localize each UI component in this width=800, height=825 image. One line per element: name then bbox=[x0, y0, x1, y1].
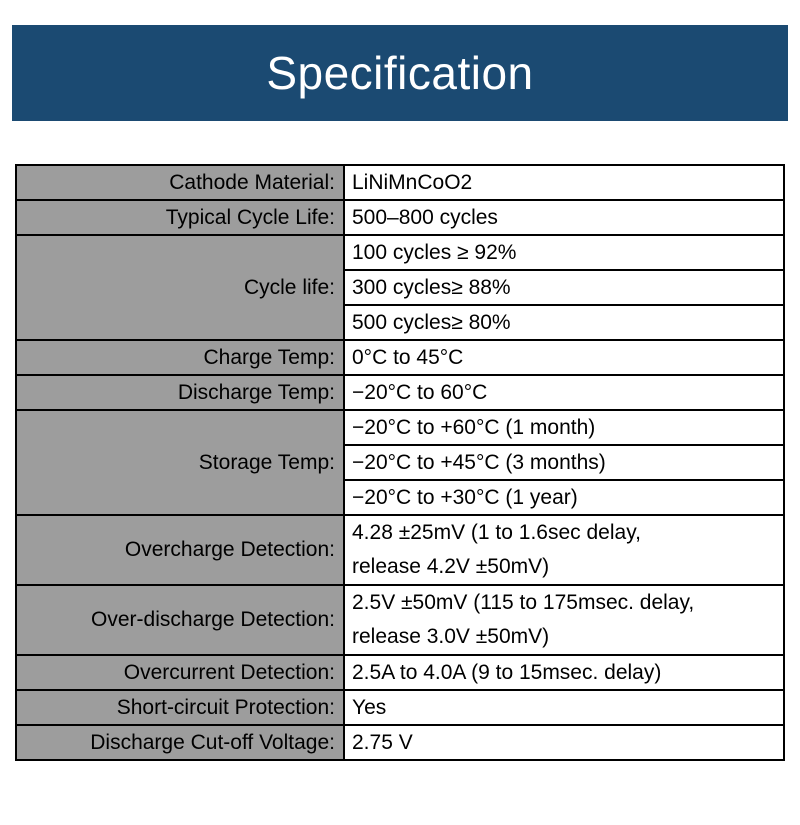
value-storage-temp-year: −20°C to +30°C (1 year) bbox=[343, 479, 785, 516]
value-typical-cycle-life: 500–800 cycles bbox=[343, 199, 785, 236]
row-storage-temp-2: −20°C to +45°C (3 months) bbox=[16, 444, 785, 481]
spec-table: Cathode Material: LiNiMnCoO2 Typical Cyc… bbox=[15, 164, 785, 761]
value-overcharge-detection: 4.28 ±25mV (1 to 1.6sec delay, release 4… bbox=[343, 514, 785, 586]
label-typical-cycle-life: Typical Cycle Life: bbox=[15, 199, 345, 236]
label-charge-temp: Charge Temp: bbox=[15, 339, 345, 376]
value-short-circuit-protection: Yes bbox=[343, 689, 785, 726]
row-storage-temp-3: −20°C to +30°C (1 year) bbox=[16, 479, 785, 516]
row-cycle-life-2: 300 cycles≥ 88% bbox=[16, 269, 785, 306]
label-overcharge-detection: Overcharge Detection: bbox=[15, 514, 345, 586]
overcharge-line-1: 4.28 ±25mV (1 to 1.6sec delay, bbox=[352, 521, 641, 544]
overdischarge-line-1: 2.5V ±50mV (115 to 175msec. delay, bbox=[352, 591, 695, 614]
row-cycle-life-1: Cycle life: 100 cycles ≥ 92% bbox=[15, 234, 785, 341]
label-discharge-temp: Discharge Temp: bbox=[15, 374, 345, 411]
row-overcharge-detection: Overcharge Detection: 4.28 ±25mV (1 to 1… bbox=[15, 514, 785, 586]
title-banner: Specification bbox=[12, 25, 788, 121]
page-title: Specification bbox=[266, 47, 534, 99]
value-cycle-life-500: 500 cycles≥ 80% bbox=[343, 304, 785, 341]
row-short-circuit-protection: Short-circuit Protection: Yes bbox=[15, 689, 785, 726]
row-charge-temp: Charge Temp: 0°C to 45°C bbox=[15, 339, 785, 376]
label-short-circuit-protection: Short-circuit Protection: bbox=[15, 689, 345, 726]
row-overdischarge-detection: Over-discharge Detection: 2.5V ±50mV (11… bbox=[15, 584, 785, 656]
value-storage-temp-month: −20°C to +60°C (1 month) bbox=[343, 409, 785, 446]
value-discharge-temp: −20°C to 60°C bbox=[343, 374, 785, 411]
value-cycle-life-300: 300 cycles≥ 88% bbox=[343, 269, 785, 306]
label-overcurrent-detection: Overcurrent Detection: bbox=[15, 654, 345, 691]
overdischarge-line-2: release 3.0V ±50mV) bbox=[352, 625, 550, 648]
row-overcurrent-detection: Overcurrent Detection: 2.5A to 4.0A (9 t… bbox=[15, 654, 785, 691]
label-discharge-cutoff-voltage: Discharge Cut-off Voltage: bbox=[15, 724, 345, 761]
row-storage-temp-1: Storage Temp: −20°C to +60°C (1 month) bbox=[15, 409, 785, 516]
value-charge-temp: 0°C to 45°C bbox=[343, 339, 785, 376]
value-cathode-material: LiNiMnCoO2 bbox=[343, 164, 785, 201]
label-cathode-material: Cathode Material: bbox=[15, 164, 345, 201]
label-overdischarge-detection: Over-discharge Detection: bbox=[15, 584, 345, 656]
row-discharge-temp: Discharge Temp: −20°C to 60°C bbox=[15, 374, 785, 411]
row-typical-cycle-life: Typical Cycle Life: 500–800 cycles bbox=[15, 199, 785, 236]
value-storage-temp-3months: −20°C to +45°C (3 months) bbox=[343, 444, 785, 481]
value-overcurrent-detection: 2.5A to 4.0A (9 to 15msec. delay) bbox=[343, 654, 785, 691]
value-cycle-life-100: 100 cycles ≥ 92% bbox=[343, 234, 785, 271]
value-overdischarge-detection: 2.5V ±50mV (115 to 175msec. delay, relea… bbox=[343, 584, 785, 656]
overcharge-line-2: release 4.2V ±50mV) bbox=[352, 555, 550, 578]
label-storage-temp: Storage Temp: bbox=[15, 409, 345, 516]
row-cathode-material: Cathode Material: LiNiMnCoO2 bbox=[15, 164, 785, 201]
value-discharge-cutoff-voltage: 2.75 V bbox=[343, 724, 785, 761]
row-discharge-cutoff-voltage: Discharge Cut-off Voltage: 2.75 V bbox=[15, 724, 785, 761]
label-cycle-life: Cycle life: bbox=[15, 234, 345, 341]
row-cycle-life-3: 500 cycles≥ 80% bbox=[16, 304, 785, 341]
